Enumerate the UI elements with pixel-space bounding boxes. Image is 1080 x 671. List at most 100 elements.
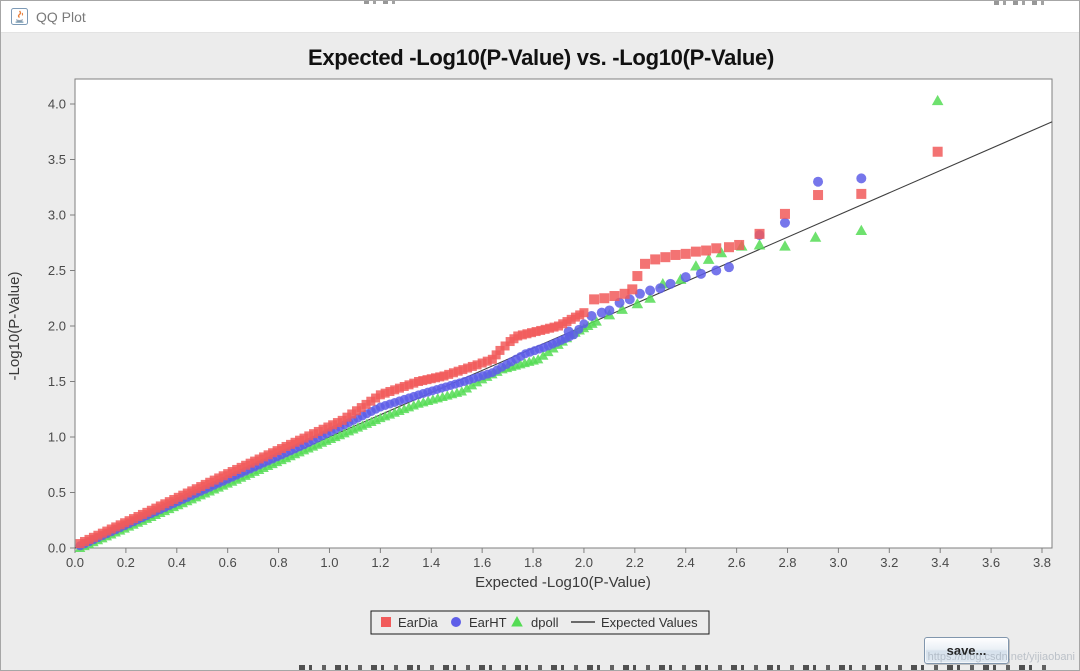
data-point	[527, 328, 537, 338]
data-point	[616, 303, 628, 314]
data-point	[380, 388, 390, 398]
x-tick-label: 0.2	[117, 555, 135, 570]
x-tick-label: 2.8	[778, 555, 796, 570]
data-point	[609, 291, 620, 302]
data-point	[471, 377, 483, 387]
legend-label: EarDia	[398, 615, 439, 630]
y-tick-label: 3.0	[48, 208, 66, 223]
data-point	[932, 146, 943, 157]
y-tick-label: 1.0	[48, 430, 66, 445]
data-point	[702, 253, 715, 264]
legend-circle-marker	[451, 617, 461, 627]
data-point	[531, 327, 541, 337]
data-point	[779, 217, 790, 228]
data-point	[813, 190, 824, 201]
legend-item-expected-values: Expected Values	[571, 615, 698, 630]
data-point	[313, 426, 323, 436]
data-point	[456, 386, 468, 396]
x-tick-label: 0.4	[168, 555, 186, 570]
data-point	[366, 396, 376, 406]
x-tick-label: 1.8	[524, 555, 542, 570]
data-point	[318, 424, 328, 434]
x-tick-label: 1.0	[320, 555, 338, 570]
data-point	[444, 369, 454, 379]
data-point	[723, 262, 734, 273]
data-point	[579, 319, 589, 329]
x-tick-label: 1.2	[371, 555, 389, 570]
data-point	[711, 243, 722, 254]
data-point	[304, 431, 314, 441]
data-point	[458, 365, 468, 375]
data-point	[404, 380, 414, 390]
clipped-top-text-artifact	[994, 1, 1046, 5]
data-point	[856, 188, 867, 199]
x-tick-label: 3.0	[829, 555, 847, 570]
window-titlebar[interactable]: QQ Plot	[1, 1, 1079, 33]
data-point	[856, 173, 867, 184]
data-point	[645, 285, 656, 296]
data-point	[779, 240, 791, 251]
x-tick-label: 0.6	[219, 555, 237, 570]
data-point	[371, 393, 381, 403]
data-point	[482, 356, 492, 366]
data-point	[644, 292, 656, 303]
data-point	[680, 272, 691, 283]
x-tick-label: 2.2	[626, 555, 644, 570]
legend-item-eardia: EarDia	[381, 615, 439, 630]
data-point	[586, 311, 597, 322]
data-point	[513, 331, 523, 341]
data-point	[342, 412, 352, 422]
chart-legend: EarDia EarHT dpoll Expected Values	[370, 610, 710, 635]
data-point	[466, 380, 478, 390]
data-point	[467, 361, 477, 371]
clipped-bottom-text-artifact	[299, 665, 1049, 670]
data-point	[599, 293, 610, 304]
data-point	[332, 418, 342, 428]
data-point	[931, 94, 944, 106]
data-point	[779, 208, 790, 219]
save-button[interactable]: save...	[924, 637, 1009, 664]
x-tick-label: 1.6	[473, 555, 491, 570]
y-tick-label: 0.5	[48, 485, 66, 500]
data-point	[461, 383, 473, 393]
data-point	[627, 284, 638, 295]
clipped-top-text-artifact	[364, 1, 396, 4]
data-point	[361, 399, 371, 409]
data-point	[670, 249, 681, 260]
data-point	[655, 283, 666, 294]
window-title: QQ Plot	[36, 8, 86, 25]
legend-square-marker	[381, 617, 391, 627]
y-tick-label: 2.5	[48, 263, 66, 278]
data-point	[754, 228, 765, 239]
x-axis-label: Expected -Log10(P-Value)	[475, 574, 651, 591]
y-tick-label: 4.0	[48, 97, 66, 112]
legend-box	[370, 610, 710, 635]
data-point	[463, 363, 473, 373]
x-tick-label: 0.8	[270, 555, 288, 570]
y-tick-label: 3.5	[48, 152, 66, 167]
data-point	[538, 350, 549, 360]
data-point	[390, 385, 400, 395]
data-point	[591, 316, 602, 326]
data-point	[809, 231, 822, 242]
data-point	[356, 403, 366, 413]
plot-content	[74, 94, 1053, 553]
data-point	[453, 366, 463, 376]
data-point	[604, 305, 615, 316]
data-point	[543, 346, 554, 357]
data-point	[579, 308, 589, 318]
x-tick-label: 2.6	[728, 555, 746, 570]
data-point	[439, 371, 449, 381]
data-point	[448, 368, 458, 378]
data-point	[690, 246, 701, 257]
data-point	[660, 252, 671, 263]
data-point	[665, 278, 676, 289]
legend-label: Expected Values	[601, 615, 698, 630]
legend-label: dpoll	[531, 615, 559, 630]
java-app-icon	[11, 8, 28, 25]
y-tick-label: 1.5	[48, 374, 66, 389]
data-point	[690, 260, 702, 271]
data-point	[375, 390, 385, 400]
data-point	[734, 239, 745, 250]
